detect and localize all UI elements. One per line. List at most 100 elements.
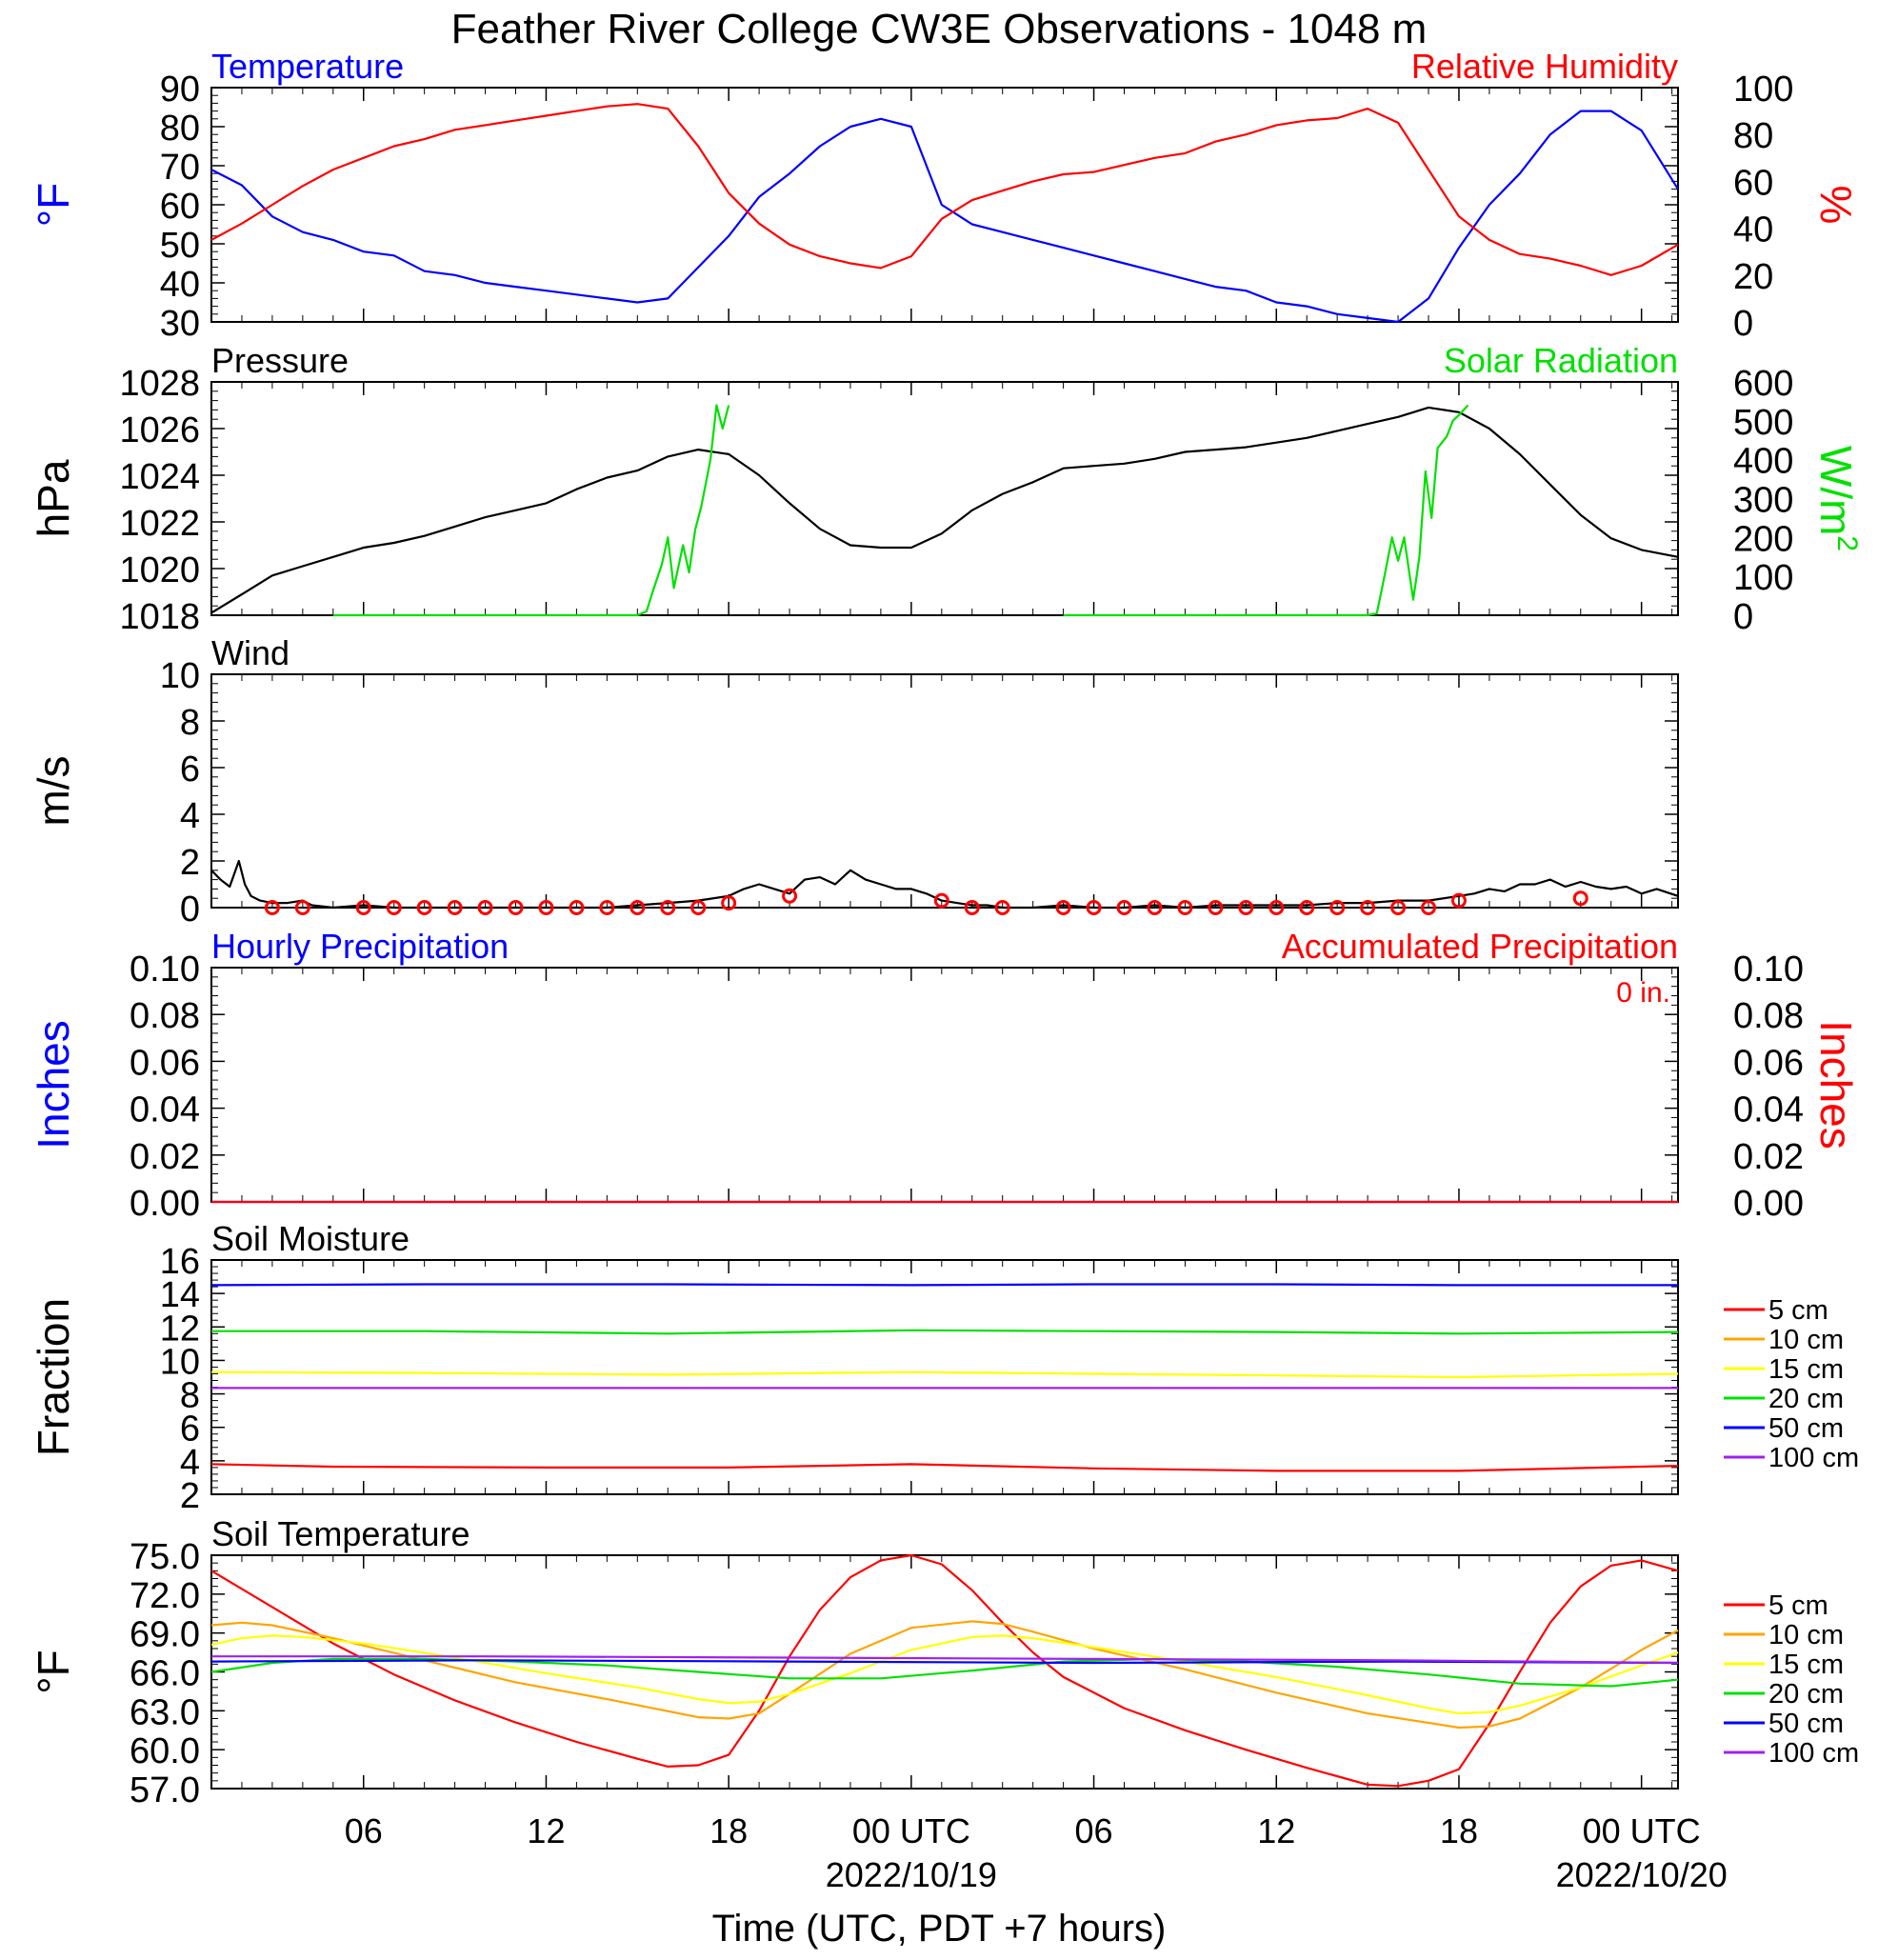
y-tick-label: 14 [160,1275,200,1315]
y-tick-label: 0.04 [130,1090,200,1130]
y-tick-label: 0 [180,890,200,930]
y-right-tick-label: 300 [1733,481,1793,521]
plot-frame [210,1259,1679,1495]
y-tick-label: 30 [160,304,200,344]
wind-marker [1360,900,1376,915]
y-tick-label: 0.00 [130,1184,200,1224]
y-right-tick-label: 0.04 [1733,1090,1804,1130]
wind-marker [1329,900,1346,915]
legend-label-20-cm: 20 cm [1768,1384,1844,1414]
x-axis-label: Time (UTC, PDT +7 hours) [712,1908,1167,1950]
y-right-tick-label: 20 [1733,257,1773,297]
wind-marker [1572,890,1588,907]
y-tick-label: 60.0 [130,1731,200,1771]
series-line-10-cm [210,1620,1679,1730]
precip-total-annotation: 0 in. [1616,977,1670,1009]
y-tick-label: 60 [160,187,200,227]
legend-label-20-cm: 20 cm [1768,1679,1844,1710]
wind-marker [964,900,980,915]
wind-marker [721,895,737,911]
wind-marker [1299,900,1315,915]
y-tick-label: 10 [160,656,200,696]
series-line-relative-humidity [210,103,1679,276]
wind-marker [690,900,707,915]
y-axis-label-right-superscript: 2 [1831,535,1863,551]
legend-label-5-cm: 5 cm [1768,1590,1828,1621]
legend-label-10-cm: 10 cm [1768,1325,1844,1355]
y-tick-label: 1024 [119,457,200,497]
y-tick-label: 1028 [119,364,200,404]
x-tick-label: 18 [1440,1811,1478,1850]
wind-marker [538,900,554,915]
y-tick-label: 2 [180,1476,200,1516]
y-right-tick-label: 0.08 [1733,996,1804,1036]
wind-marker [599,900,615,915]
wind-marker [933,892,949,909]
y-right-tick-label: 80 [1733,116,1773,156]
panel-press_solar: 1018 1020 1022 1024 1026 1028 0100200300400500… [29,341,1863,637]
wind-marker [1177,900,1193,915]
y-tick-label: 4 [180,796,200,836]
panel-title-wind: Wind [211,633,290,672]
series-line-solar-radiation [332,404,730,617]
y-axis-label: °F [29,183,78,228]
y-axis-label: °F [29,1650,78,1694]
wind-marker [447,900,463,915]
x-tick-label: 06 [1075,1811,1113,1850]
wind-marker [1086,900,1102,915]
y-tick-label: 50 [160,226,200,266]
y-tick-label: 75.0 [130,1537,200,1577]
panel-wind: 0 2 4 6 8 10 Wind m/s [29,633,1679,930]
wind-marker [386,900,402,915]
plot-frame [210,87,1679,323]
y-axis-label: m/s [29,755,78,826]
panel-title-temperature: Temperature [211,47,404,86]
legend-label-50-cm: 50 cm [1768,1709,1844,1739]
panel-soil_temp: 57.060.063.066.069.072.075.0 Soil Tempera… [29,1514,1859,1810]
wind-marker [1421,900,1437,915]
y-tick-label: 6 [180,1410,200,1450]
y-right-tick-label: 0.10 [1733,950,1804,990]
x-tick-label: 12 [527,1811,565,1850]
series-line-solar-radiation-day-2 [1063,404,1469,617]
wind-marker [508,900,524,915]
series-line-5-cm [210,1463,1679,1472]
x-tick-label: 06 [345,1811,383,1850]
y-right-tick-label: 40 [1733,210,1773,250]
y-tick-label: 2 [180,843,200,883]
y-axis-label: Inches [29,1020,78,1150]
wind-marker [994,900,1010,915]
panel-title-soil-moisture: Soil Moisture [211,1219,410,1258]
series-line-100-cm [211,1655,1679,1665]
wind-marker [477,900,493,915]
y-right-tick-label: 60 [1733,163,1773,203]
y-tick-label: 0.10 [130,950,200,990]
y-tick-label: 72.0 [130,1576,200,1616]
y-axis-label-right: % [1811,186,1861,225]
wind-marker [416,900,432,915]
y-tick-label: 16 [160,1242,200,1282]
y-right-tick-label: 0.06 [1733,1043,1804,1083]
legend-label-15-cm: 15 cm [1768,1354,1844,1385]
x-tick-label: 00 UTC [852,1811,970,1850]
y-tick-label: 0.06 [130,1043,200,1083]
series-line-wind [210,859,1679,910]
wind-marker [660,900,676,915]
legend-label-15-cm: 15 cm [1768,1650,1844,1680]
series-line-pressure [210,406,1679,614]
y-tick-label: 6 [180,750,200,790]
wind-marker [569,900,585,915]
y-tick-label: 40 [160,265,200,305]
wind-marker [1238,900,1254,915]
y-tick-label: 0.08 [130,996,200,1036]
series-line-50-cm [210,1283,1678,1287]
y-tick-label: 90 [160,70,200,110]
panel-title-relative-humidity: Relative Humidity [1411,47,1678,86]
series-line-20-cm [210,1657,1679,1688]
y-tick-label: 8 [180,1376,200,1416]
y-right-tick-label: 100 [1733,558,1793,598]
wind-marker [294,900,310,915]
